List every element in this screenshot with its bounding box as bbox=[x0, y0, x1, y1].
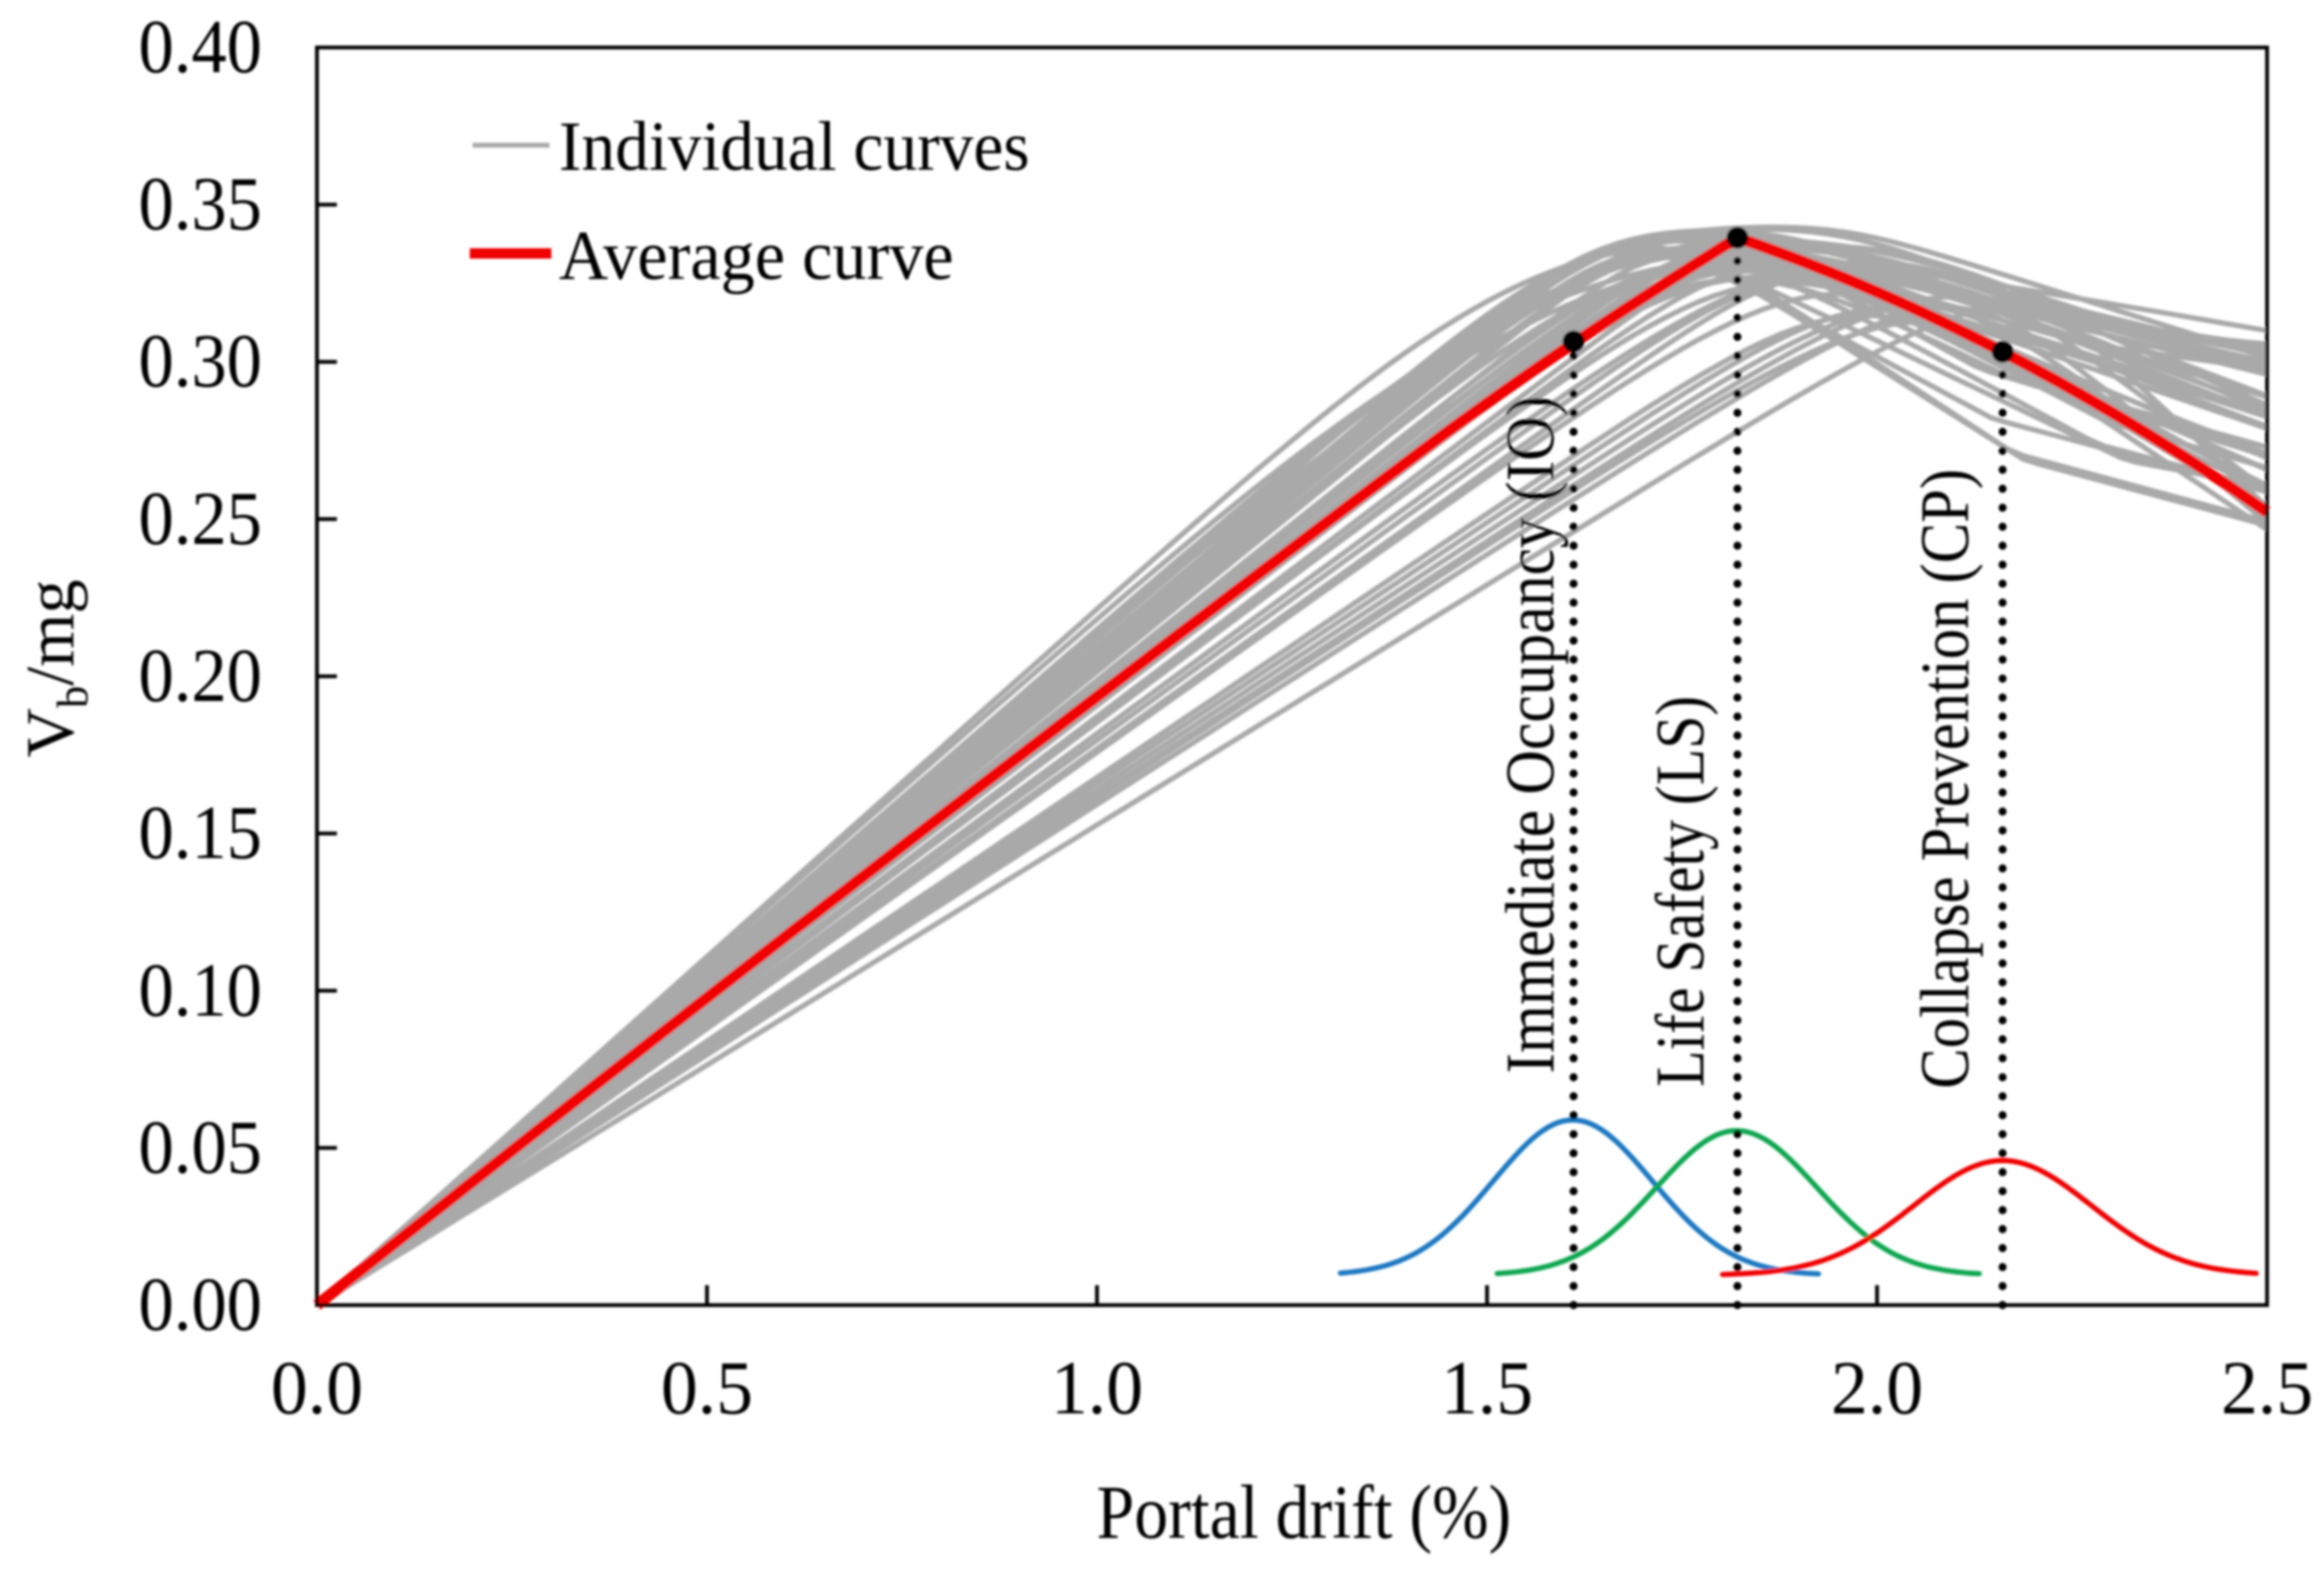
svg-text:2.0: 2.0 bbox=[1831, 1347, 1924, 1430]
svg-text:0.20: 0.20 bbox=[139, 635, 262, 719]
svg-text:0.30: 0.30 bbox=[139, 320, 262, 403]
svg-text:0.25: 0.25 bbox=[139, 477, 262, 561]
svg-text:Immediate Occupancy (IO): Immediate Occupancy (IO) bbox=[1492, 396, 1569, 1074]
svg-text:0.0: 0.0 bbox=[271, 1347, 363, 1430]
svg-text:0.5: 0.5 bbox=[661, 1347, 753, 1430]
svg-text:Life Safety (LS): Life Safety (LS) bbox=[1642, 696, 1719, 1087]
svg-text:1.0: 1.0 bbox=[1051, 1347, 1143, 1430]
svg-text:Average curve: Average curve bbox=[559, 217, 954, 295]
svg-text:Vb/mg: Vb/mg bbox=[12, 579, 98, 757]
svg-text:Collapse Prevention (CP): Collapse Prevention (CP) bbox=[1906, 469, 1983, 1089]
svg-text:Individual curves: Individual curves bbox=[559, 108, 1030, 186]
svg-text:1.5: 1.5 bbox=[1441, 1347, 1534, 1430]
svg-text:0.00: 0.00 bbox=[139, 1263, 262, 1347]
svg-text:0.05: 0.05 bbox=[139, 1106, 262, 1189]
svg-text:Portal drift (%): Portal drift (%) bbox=[1097, 1471, 1512, 1555]
svg-text:0.15: 0.15 bbox=[139, 792, 262, 875]
svg-text:0.35: 0.35 bbox=[139, 163, 262, 247]
svg-text:2.5: 2.5 bbox=[2222, 1347, 2314, 1430]
svg-text:0.40: 0.40 bbox=[139, 6, 262, 89]
svg-text:0.10: 0.10 bbox=[139, 949, 262, 1033]
